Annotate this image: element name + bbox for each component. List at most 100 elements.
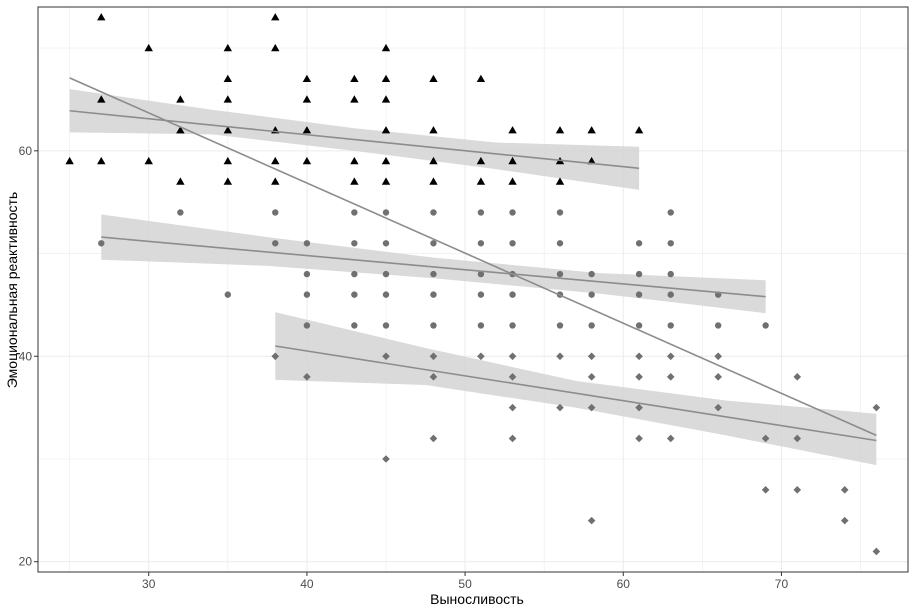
point-triangle (271, 177, 280, 185)
point-diamond (382, 455, 390, 463)
point-circle (351, 270, 358, 278)
point-diamond (635, 403, 643, 412)
point-diamond (587, 352, 596, 361)
point-circle (667, 240, 674, 247)
point-diamond (303, 373, 311, 381)
point-triangle (429, 177, 438, 185)
point-triangle (302, 126, 312, 134)
point-circle (556, 270, 564, 278)
x-axis-title: Выносливость (430, 591, 524, 607)
point-diamond (508, 373, 517, 381)
point-triangle (223, 156, 233, 165)
point-triangle (223, 126, 233, 134)
point-circle (667, 209, 674, 216)
grid (38, 7, 908, 572)
point-diamond (840, 486, 849, 494)
point-circle (477, 291, 485, 298)
point-diamond (508, 403, 517, 412)
point-circle (303, 240, 311, 247)
point-circle (430, 240, 437, 247)
ci-band-mid (101, 214, 766, 314)
point-triangle (634, 126, 644, 134)
point-diamond (587, 373, 596, 381)
point-diamond (666, 434, 675, 443)
point-diamond (271, 352, 280, 361)
point-circle (272, 209, 279, 216)
point-circle (98, 240, 105, 247)
point-triangle (555, 126, 565, 134)
point-circle (351, 322, 358, 329)
point-circle (714, 322, 722, 329)
point-triangle (381, 95, 391, 103)
point-diamond (508, 434, 517, 443)
point-circle (635, 270, 643, 278)
fit-line-overall (69, 77, 877, 437)
point-diamond (382, 352, 390, 361)
point-triangle (144, 156, 153, 165)
point-circle (667, 291, 674, 298)
point-diamond (793, 434, 802, 443)
point-circle (509, 209, 516, 216)
x-tick-label: 60 (617, 577, 631, 591)
point-triangle (508, 156, 517, 165)
point-diamond (793, 486, 802, 494)
point-circle (635, 322, 643, 329)
point-circle (477, 322, 485, 329)
point-circle (430, 291, 437, 298)
point-triangle (381, 126, 391, 134)
point-triangle (381, 177, 391, 185)
point-diamond (587, 403, 596, 412)
point-diamond (714, 373, 722, 381)
point-triangle (350, 74, 359, 83)
point-triangle (223, 95, 233, 103)
y-tick-label: 40 (19, 349, 33, 363)
y-axis-ticks: 20 40 60 (19, 144, 38, 569)
point-triangle (271, 43, 280, 52)
point-circle (509, 240, 516, 247)
point-diamond (429, 352, 438, 361)
point-diamond (714, 352, 722, 361)
point-triangle (587, 156, 596, 165)
point-triangle (350, 95, 359, 103)
point-circle (635, 240, 643, 247)
point-triangle (350, 156, 359, 165)
point-diamond (635, 352, 643, 361)
y-tick-label: 20 (19, 555, 33, 569)
point-circle (477, 240, 485, 247)
point-circle (303, 322, 311, 329)
point-circle (588, 291, 595, 298)
x-tick-label: 70 (775, 577, 789, 591)
point-triangle (508, 177, 517, 185)
ci-band-low (275, 312, 877, 466)
point-triangle (97, 95, 106, 103)
point-circle (509, 322, 516, 329)
point-diamond (429, 434, 438, 443)
point-diamond (508, 352, 517, 361)
point-triangle (587, 126, 596, 134)
point-triangle (223, 177, 233, 185)
point-diamond (587, 516, 596, 525)
point-triangle (302, 156, 312, 165)
point-diamond (761, 486, 770, 494)
point-circle (382, 209, 390, 216)
point-circle (382, 240, 390, 247)
point-triangle (176, 95, 185, 103)
point-triangle (429, 156, 438, 165)
point-circle (303, 270, 311, 278)
panel-border (37, 6, 909, 573)
point-diamond (635, 373, 643, 381)
point-diamond (477, 352, 485, 361)
point-circle (556, 240, 564, 247)
point-triangle (223, 43, 233, 52)
point-diamond (840, 516, 849, 525)
point-circle (351, 209, 358, 216)
point-diamond (556, 352, 564, 361)
point-triangle (302, 95, 312, 103)
point-triangle (176, 177, 185, 185)
point-circle (477, 209, 485, 216)
point-circle (667, 322, 674, 329)
point-circle (762, 322, 769, 329)
point-circle (477, 270, 485, 278)
point-triangle (144, 43, 153, 52)
point-circle (382, 291, 390, 298)
